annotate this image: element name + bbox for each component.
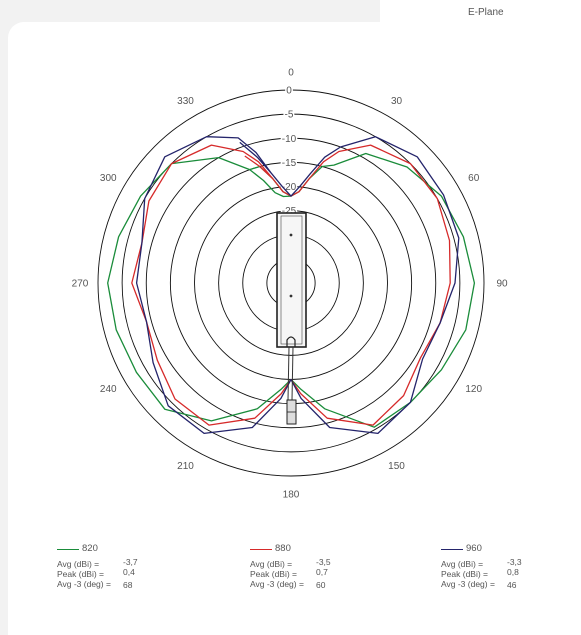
avg-label: Avg (dBi) =	[57, 559, 100, 569]
grid-ring	[145, 137, 437, 429]
antenna-cable-left	[287, 346, 290, 401]
avg-value: -3,7	[123, 557, 138, 567]
avg-value: -3,5	[316, 557, 331, 567]
angle-tick-label: 210	[177, 461, 194, 472]
avg-label: Avg (dBi) =	[250, 559, 293, 569]
angle-tick-label: 0	[288, 68, 294, 79]
radial-tick-label: 0	[286, 86, 292, 97]
angle-tick-label: 30	[391, 96, 403, 107]
legend-series-name: 880	[275, 543, 291, 554]
series-line-880	[131, 144, 451, 426]
avg3-value: 46	[507, 580, 517, 590]
radial-tick-label: -10	[282, 134, 297, 145]
header-tab	[380, 0, 581, 22]
legend-series-name: 820	[82, 543, 98, 554]
peak-label: Peak (dBi) =	[57, 569, 105, 579]
peak-value: 0,4	[123, 567, 135, 577]
avg3-label: Avg -3 (deg) =	[57, 579, 111, 589]
series-group	[107, 136, 476, 435]
antenna-cable-right	[291, 346, 294, 401]
antenna-screw-bottom	[289, 294, 293, 298]
antenna-body	[276, 212, 307, 348]
plane-title: E-Plane	[468, 7, 504, 18]
radial-tick-label: -5	[285, 110, 294, 121]
avg-value: -3,3	[507, 557, 522, 567]
peak-label: Peak (dBi) =	[250, 569, 298, 579]
avg3-value: 60	[316, 580, 326, 590]
legend-820: 820 Avg (dBi) = -3,7 Peak (dBi) = 0,4 Av…	[57, 543, 138, 590]
series-line-960	[135, 136, 460, 435]
angle-tick-label: 300	[100, 173, 117, 184]
legend-880: 880 Avg (dBi) = -3,5 Peak (dBi) = 0,7 Av…	[250, 543, 331, 590]
legend-series-name: 960	[466, 543, 482, 554]
polar-grid	[97, 89, 485, 477]
grid-ring	[121, 113, 461, 453]
grid-ring	[97, 89, 485, 477]
angle-labels: 0 30 60 90 120 150 180 210 240 270 300 330	[72, 68, 508, 501]
antenna-screw-top	[289, 233, 293, 237]
angle-tick-label: 90	[496, 279, 508, 290]
antenna-cable-mount	[286, 336, 296, 347]
avg3-label: Avg -3 (deg) =	[441, 579, 495, 589]
angle-tick-label: 240	[100, 384, 117, 395]
peak-label: Peak (dBi) =	[441, 569, 489, 579]
angle-tick-label: 60	[468, 173, 480, 184]
peak-value: 0,7	[316, 567, 328, 577]
legend-swatch-960	[441, 548, 463, 550]
legend-swatch-820	[57, 548, 79, 550]
angle-tick-label: 270	[72, 279, 89, 290]
legend-swatch-880	[250, 548, 272, 550]
antenna-inner	[280, 215, 303, 345]
grid-ring	[218, 210, 364, 356]
angle-tick-label: 120	[465, 384, 482, 395]
angle-tick-label: 330	[177, 96, 194, 107]
angle-tick-label: 180	[283, 490, 300, 501]
radial-tick-label: -15	[282, 158, 297, 169]
antenna-illustration	[276, 212, 307, 425]
radial-tick-label: -20	[282, 182, 297, 193]
peak-value: 0,8	[507, 567, 519, 577]
avg3-label: Avg -3 (deg) =	[250, 579, 304, 589]
legend-960: 960 Avg (dBi) = -3,3 Peak (dBi) = 0,8 Av…	[441, 543, 522, 590]
avg3-value: 68	[123, 580, 133, 590]
angle-tick-label: 150	[388, 461, 405, 472]
avg-label: Avg (dBi) =	[441, 559, 484, 569]
